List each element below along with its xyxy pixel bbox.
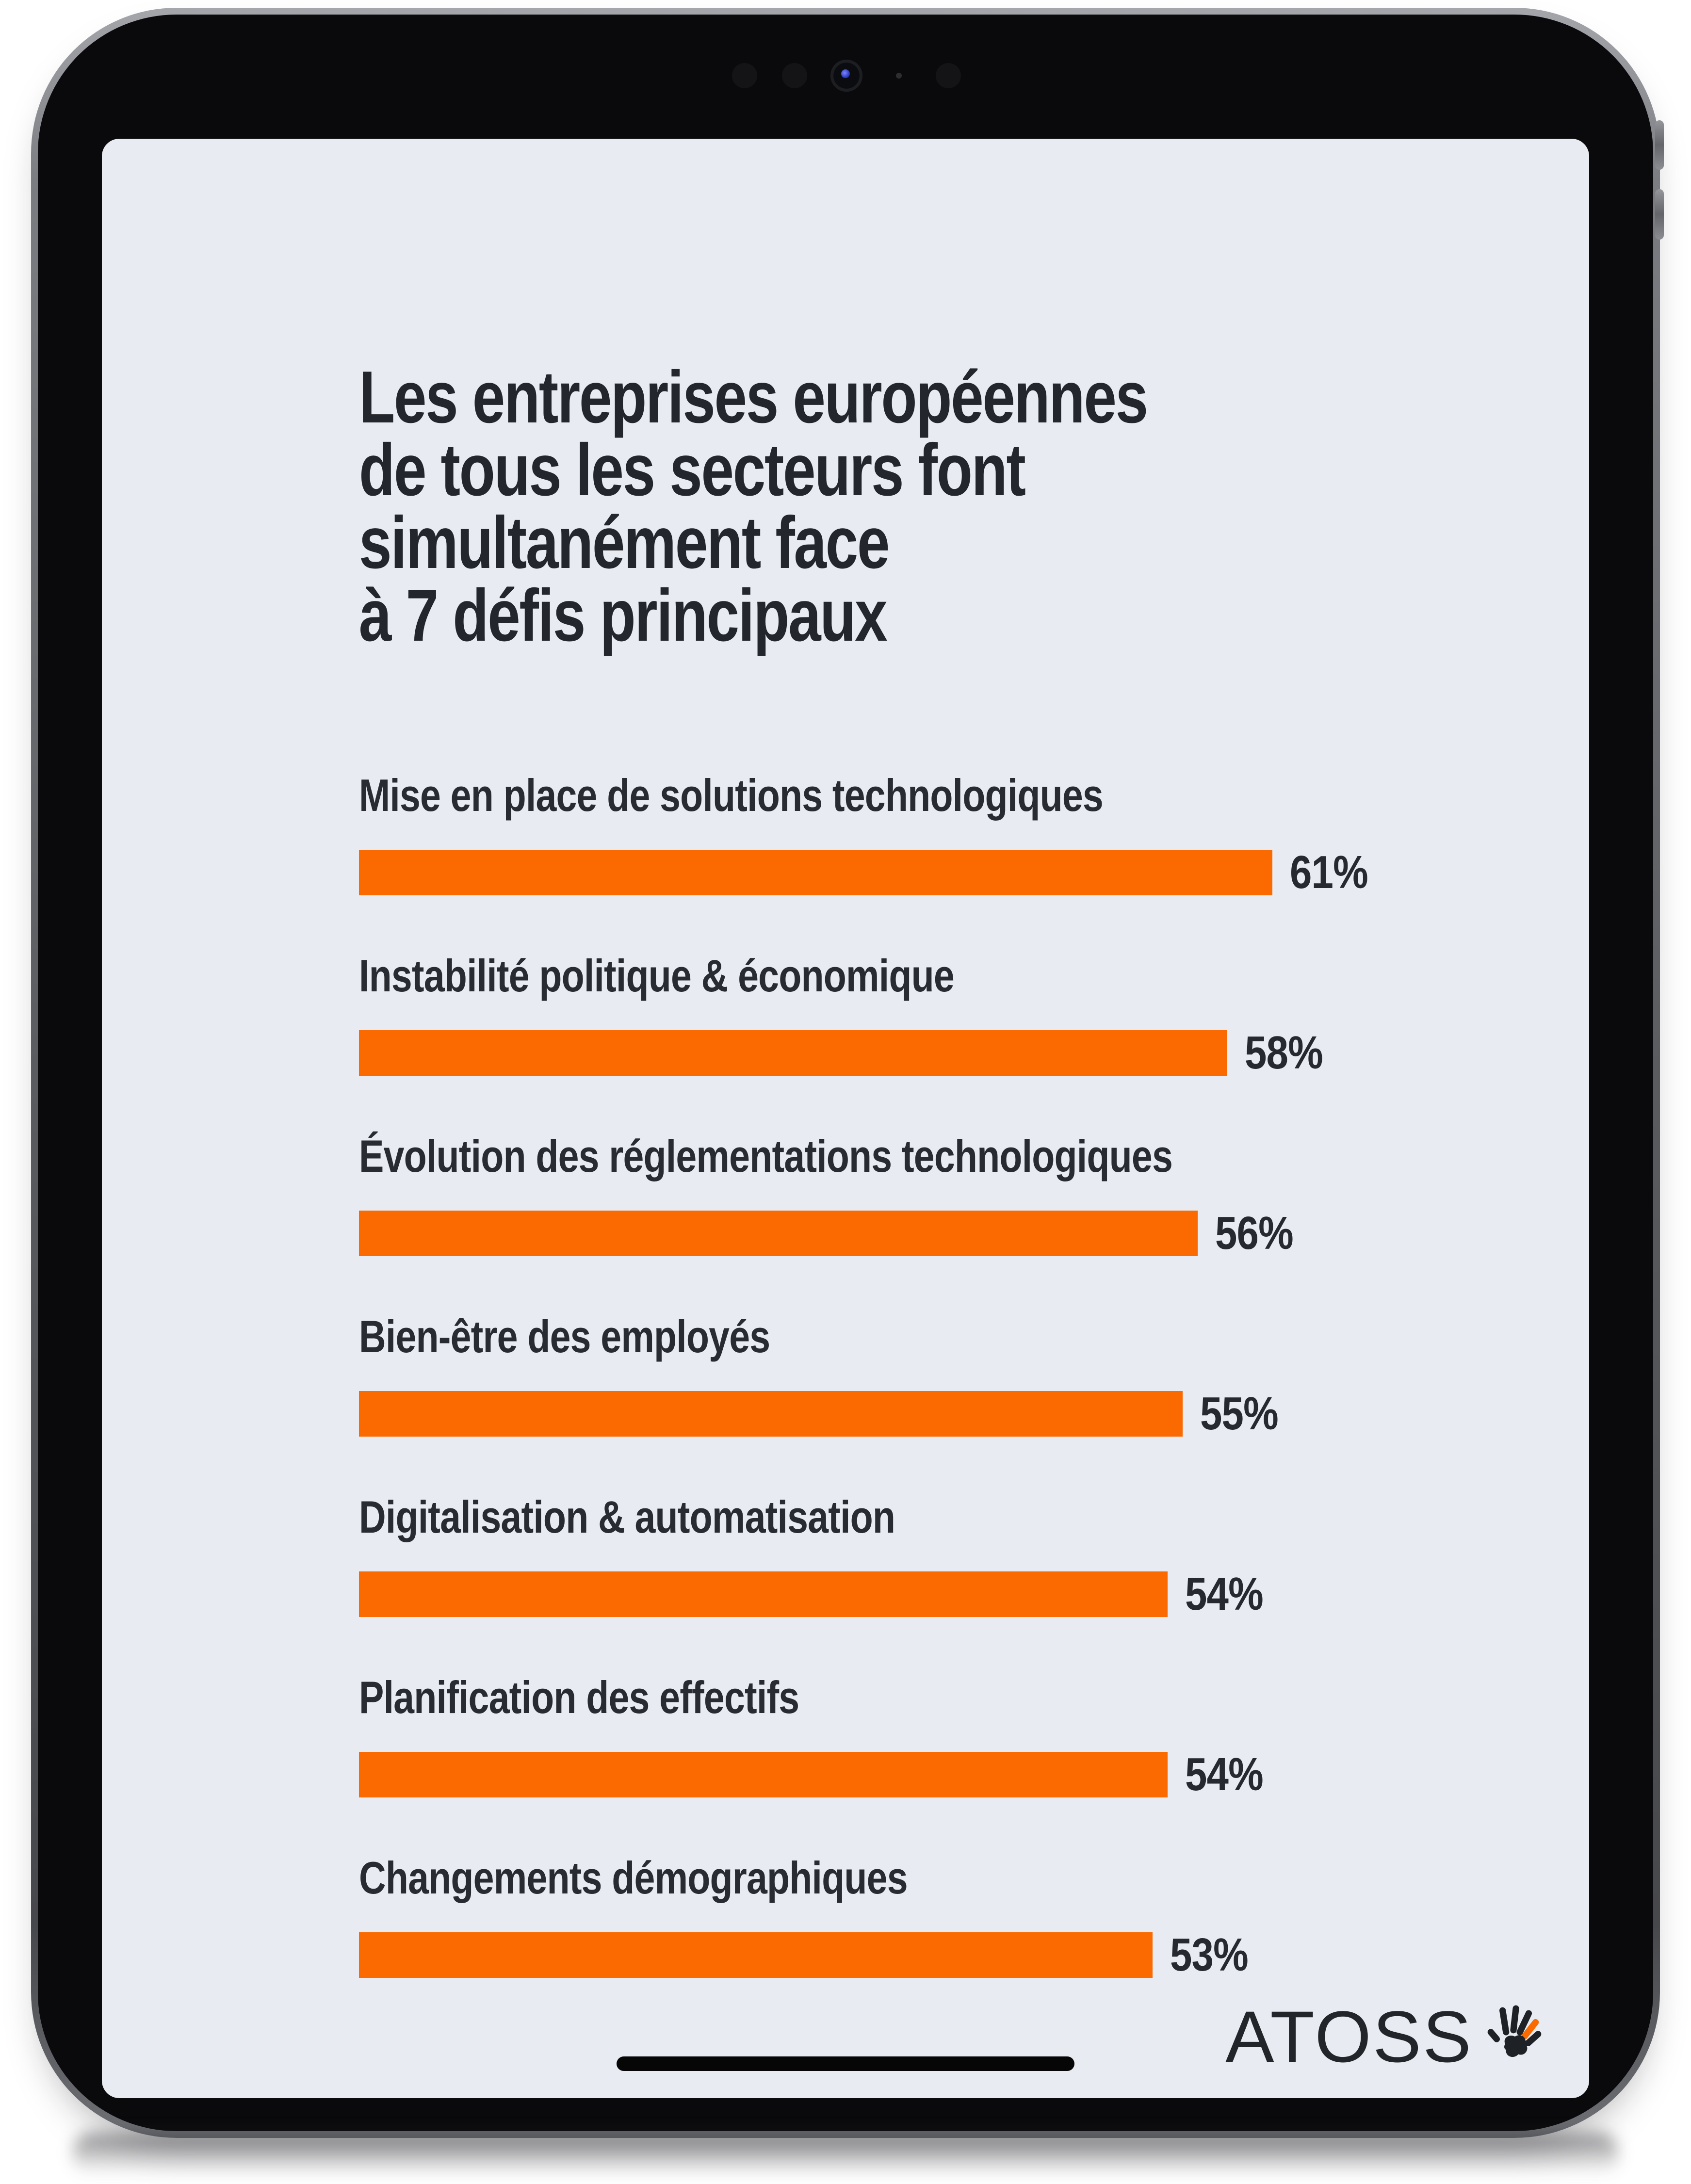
bar-value: 55% [1200,1388,1279,1440]
bar-label: Digitalisation & automatisation [359,1491,895,1542]
chart-row: Instabilité politique & économique 58% [359,948,1581,1080]
microphone-dot-icon [896,73,902,79]
chart-row: Changements démographiques 53% [359,1850,1581,1982]
bar-value: 53% [1170,1929,1249,1981]
bar-chart: Mise en place de solutions technologique… [359,767,1581,2030]
bar-line: 61% [359,846,1581,899]
atoss-logotype: ATOSS [1225,1996,1473,2077]
bar-value: 54% [1185,1568,1264,1620]
chart-row: Évolution des réglementations technologi… [359,1128,1581,1260]
bar-value: 58% [1245,1027,1323,1079]
bar-line: 58% [359,1026,1581,1080]
bar [359,1211,1198,1256]
bar-label: Mise en place de solutions technologique… [359,770,1104,821]
title-line: simultanément face [359,501,890,584]
bar-label: Bien-être des employés [359,1311,770,1362]
chart-row: Bien-être des employés 55% [359,1309,1581,1440]
chart-row: Planification des effectifs 54% [359,1669,1581,1801]
brand-logo: ATOSS [1225,2000,1545,2073]
bar [359,1932,1153,1978]
bar-label: Changements démographiques [359,1852,908,1903]
chart-row: Digitalisation & automatisation 54% [359,1489,1581,1621]
screen: Les entreprises européennes de tous les … [102,139,1589,2098]
home-indicator[interactable] [617,2056,1074,2071]
title-line: à 7 défis principaux [359,574,888,657]
bar-label: Évolution des réglementations technologi… [359,1131,1173,1181]
bar-value: 56% [1215,1207,1294,1259]
bar-value: 61% [1290,846,1368,898]
tablet-device: Les entreprises européennes de tous les … [31,8,1664,2138]
bar-line: 55% [359,1387,1581,1440]
bar-label: Instabilité politique & économique [359,950,955,1001]
handprint-icon [1487,2005,1542,2057]
title-line: de tous les secteurs font [359,428,1026,511]
bar-line: 54% [359,1568,1581,1621]
bar-line: 56% [359,1207,1581,1260]
title-line: Les entreprises européennes [359,356,1148,438]
bar [359,1391,1183,1437]
volume-down-button[interactable] [1655,189,1664,240]
bar-line: 53% [359,1928,1581,1982]
handprint-accent-finger [1521,2019,1539,2039]
ambient-sensor-icon [936,63,961,88]
bar [359,1571,1168,1617]
page-title: Les entreprises européennes de tous les … [359,356,1148,657]
bar [359,1752,1168,1797]
ambient-sensor-icon [732,63,757,88]
volume-up-button[interactable] [1655,120,1664,170]
bar [359,1030,1227,1076]
bar-label: Planification des effectifs [359,1672,799,1723]
front-camera-lens-icon [830,60,862,92]
chart-row: Mise en place de solutions technologique… [359,767,1581,899]
ambient-sensor-icon [782,63,807,88]
bar-value: 54% [1185,1748,1264,1800]
bar [359,850,1272,895]
device-shadow [73,2133,1618,2175]
bar-line: 54% [359,1748,1581,1801]
